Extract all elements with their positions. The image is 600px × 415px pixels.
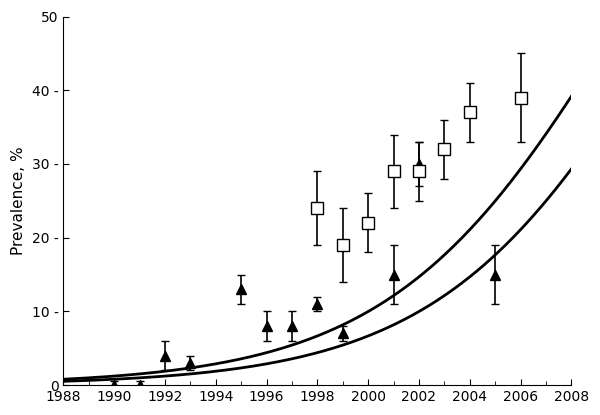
Y-axis label: Prevalence, %: Prevalence, %	[11, 146, 26, 255]
